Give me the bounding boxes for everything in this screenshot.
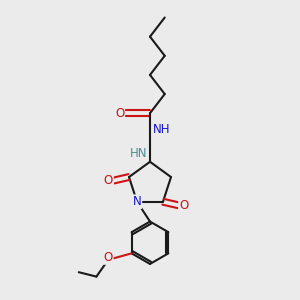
- Text: HN: HN: [130, 147, 148, 160]
- Text: N: N: [133, 195, 141, 208]
- Text: O: O: [103, 251, 113, 264]
- Text: O: O: [104, 174, 113, 187]
- Text: O: O: [179, 199, 188, 212]
- Text: NH: NH: [152, 124, 170, 136]
- Text: O: O: [115, 107, 124, 120]
